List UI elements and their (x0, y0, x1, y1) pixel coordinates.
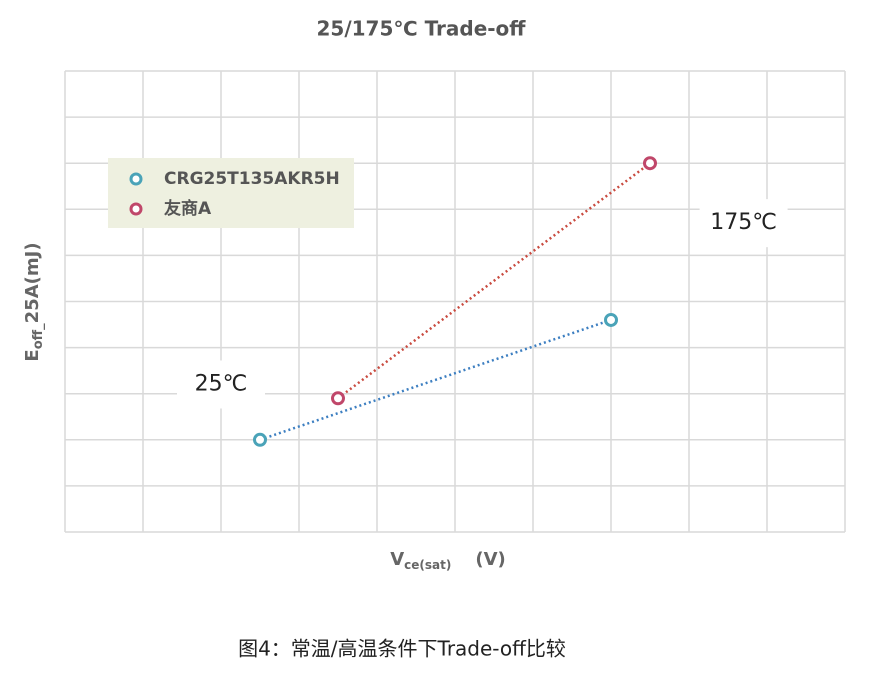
x-axis-label: Vce(sat) (V) (390, 549, 506, 572)
x-label-sub: ce(sat) (404, 558, 451, 572)
marker (331, 391, 345, 406)
legend-label: 友商A (164, 198, 212, 219)
marker (643, 156, 657, 171)
y-label-main: E (22, 349, 43, 361)
y-axis-label: Eoff_25A(mJ) (22, 242, 46, 361)
legend-marker (129, 172, 143, 186)
legend-label: CRG25T135AKR5H (164, 169, 340, 189)
annotation-box (699, 199, 788, 248)
annotation: 175℃ (710, 210, 777, 235)
chart-title: 25/175℃ Trade-off (317, 17, 527, 41)
marker (253, 432, 267, 447)
y-label-rest: 25A(mJ) (22, 242, 43, 323)
series-line (337, 162, 651, 400)
legend-box (108, 158, 354, 228)
x-label-main: V (390, 549, 404, 570)
x-label-unit: (V) (475, 549, 505, 570)
annotation: 25℃ (195, 371, 248, 396)
caption: 图4：常温/高温条件下Trade-off比较 (238, 637, 566, 661)
series-line (259, 318, 612, 441)
annotation-box (177, 360, 265, 409)
legend-marker (129, 202, 143, 216)
marker (604, 312, 618, 327)
y-label-sub: off_ (31, 323, 46, 349)
